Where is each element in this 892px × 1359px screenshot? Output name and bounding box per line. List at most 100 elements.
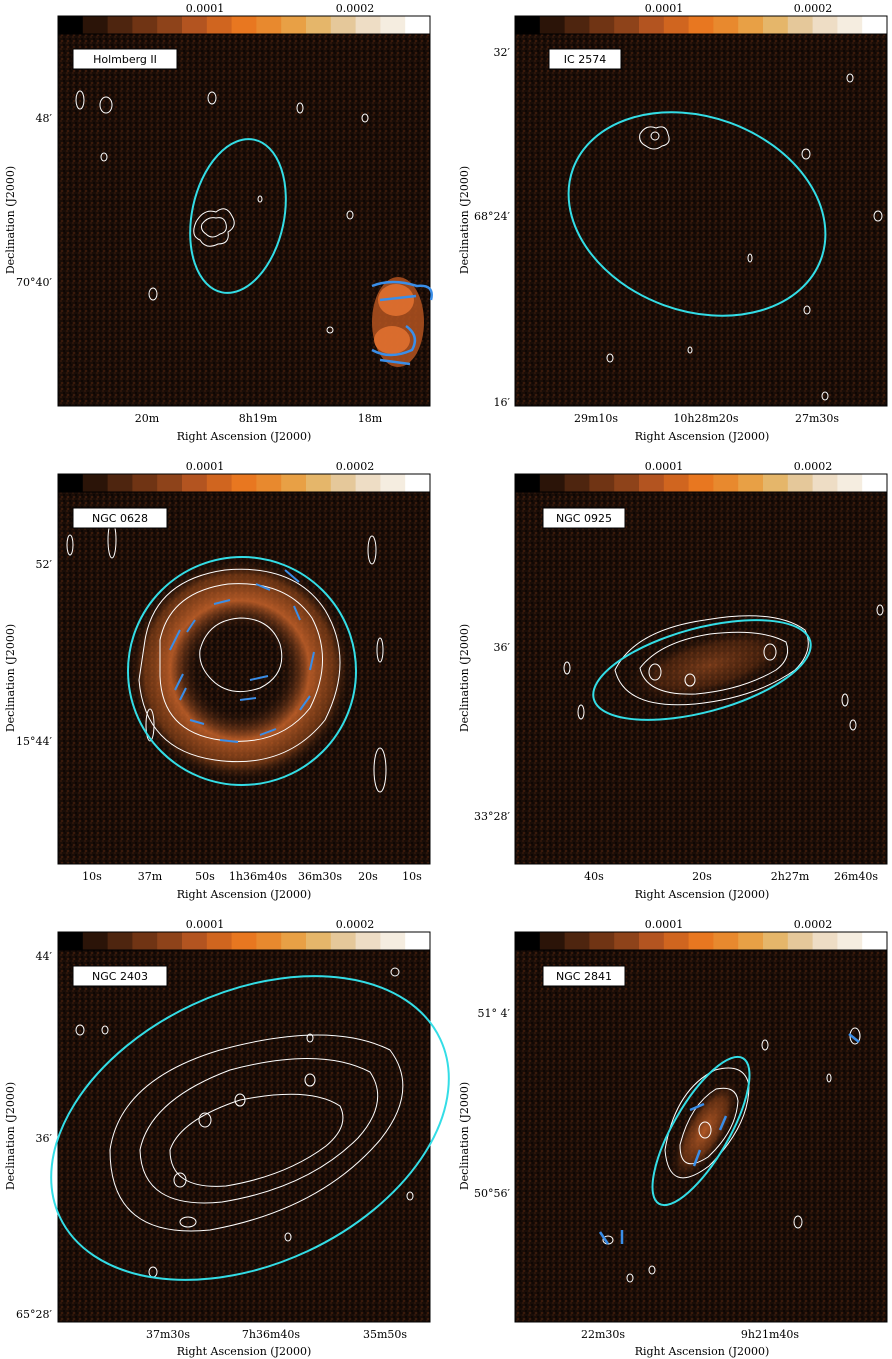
galaxy-name: NGC 0925 [556, 512, 612, 525]
colorbar-step [787, 16, 814, 34]
colorbar-step [812, 474, 838, 492]
x-tick-label: 37m [138, 870, 163, 883]
colorbar-step [515, 16, 541, 34]
beam-ellipse [50, 975, 450, 1281]
colorbar-step [812, 932, 838, 950]
colorbar-step [564, 16, 590, 34]
y-axis-label: Declination (J2000) [4, 1082, 17, 1190]
colorbar-step [355, 474, 381, 492]
colorbar-step [182, 16, 208, 34]
colorbar-step [256, 932, 282, 950]
polarization-vectors [371, 280, 433, 366]
colorbar-tick-label: 0.0002 [794, 918, 833, 931]
colorbar-step [82, 474, 109, 492]
colorbar-step [405, 16, 431, 34]
emission-disk [622, 626, 798, 704]
y-axis-label: Declination (J2000) [458, 166, 471, 274]
colorbar-step [787, 474, 814, 492]
colorbar-step [515, 932, 541, 950]
colorbar-step [763, 932, 789, 950]
colorbar-step [330, 16, 357, 34]
colorbar-step [58, 474, 84, 492]
colorbar-frame [57, 473, 431, 493]
colorbar-step [738, 932, 764, 950]
polarization-vectors [169, 569, 315, 743]
colorbar-step [157, 16, 183, 34]
x-tick-label: 35m50s [363, 1328, 407, 1341]
contours [66, 521, 387, 793]
colorbar [57, 473, 431, 493]
x-tick-label: 9h21m40s [741, 1328, 800, 1341]
colorbar [57, 931, 431, 951]
emission-disk [669, 1076, 741, 1184]
x-axis-label: Right Ascension (J2000) [635, 1345, 770, 1358]
label-box [548, 48, 622, 70]
colorbar-frame [514, 15, 888, 35]
colorbar-step [132, 16, 158, 34]
colorbar-step [380, 932, 406, 950]
label-box [542, 507, 626, 529]
colorbar-step [589, 932, 615, 950]
colorbar-tick-label: 0.0001 [645, 2, 684, 15]
colorbar-step [837, 474, 863, 492]
colorbar-step [82, 932, 109, 950]
colorbar-step [306, 474, 332, 492]
image-frame [514, 33, 888, 407]
colorbar-step [206, 474, 233, 492]
colorbar-step [614, 16, 640, 34]
colorbar-step [231, 932, 257, 950]
colorbar-frame [57, 931, 431, 951]
colorbar-step [713, 16, 739, 34]
colorbar-step [663, 16, 690, 34]
panel-ngc-0628: 0.0001 0.0002 NGC 0628 52′ 15°44′ 10s 37… [4, 460, 431, 901]
colorbar-step [380, 474, 406, 492]
colorbar-step [688, 474, 714, 492]
colorbar-step [837, 16, 863, 34]
colorbar-step [713, 932, 739, 950]
y-tick-label: 33°28′ [474, 810, 510, 823]
colorbar-step [107, 474, 133, 492]
x-tick-label: 27m30s [795, 412, 839, 425]
colorbar-step [58, 932, 84, 950]
y-tick-label: 16′ [494, 396, 511, 409]
colorbar-step [763, 16, 789, 34]
colorbar-frame [514, 473, 888, 493]
beam-ellipse [567, 111, 827, 317]
y-tick-label: 50°56′ [474, 1187, 510, 1200]
colorbar-step [206, 16, 233, 34]
colorbar-step [639, 932, 665, 950]
colorbar-step [589, 16, 615, 34]
x-tick-label: 10s [402, 870, 422, 883]
y-tick-label: 48′ [36, 112, 53, 125]
panel-ngc-2841: 0.0001 0.0002 NGC 2841 51° 4′ 50°56′ 22m… [458, 918, 888, 1358]
colorbar [57, 15, 431, 35]
emission-ring [128, 558, 352, 782]
panel-holmberg-ii: 0.0001 0.0002 Holm [4, 2, 433, 443]
beam-ellipse [592, 619, 812, 721]
image-frame [57, 33, 431, 407]
colorbar-step [738, 474, 764, 492]
x-tick-label: 22m30s [581, 1328, 625, 1341]
x-tick-label: 10s [82, 870, 102, 883]
label-box [72, 507, 168, 529]
colorbar-step [82, 16, 109, 34]
colorbar-step [539, 474, 566, 492]
colorbar-step [231, 16, 257, 34]
y-tick-label: 36′ [494, 641, 511, 654]
colorbar-step [812, 16, 838, 34]
colorbar-step [564, 474, 590, 492]
y-tick-label: 32′ [494, 46, 511, 59]
colorbar-step [306, 932, 332, 950]
colorbar-step [837, 932, 863, 950]
x-tick-label: 36m30s [298, 870, 342, 883]
y-tick-label: 68°24′ [474, 210, 510, 223]
x-axis-label: Right Ascension (J2000) [177, 1345, 312, 1358]
colorbar-step [107, 932, 133, 950]
colorbar-step [589, 474, 615, 492]
galaxy-name: IC 2574 [564, 53, 606, 66]
x-axis-label: Right Ascension (J2000) [635, 888, 770, 901]
colorbar-step [132, 474, 158, 492]
colorbar-step [330, 474, 357, 492]
colorbar-step [256, 474, 282, 492]
colorbar-tick-label: 0.0001 [645, 460, 684, 473]
